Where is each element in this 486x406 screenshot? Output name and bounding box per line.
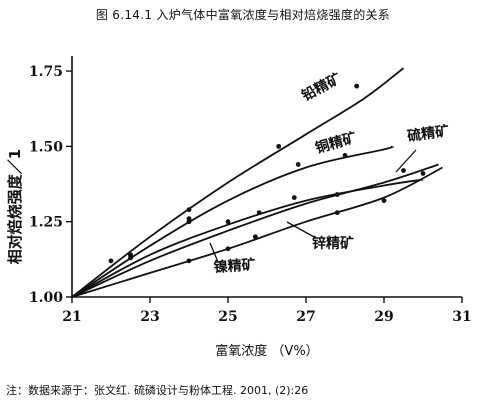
series-line-zinc xyxy=(71,178,424,298)
y-tick-label: 1.00 xyxy=(29,290,63,306)
series-line-copper xyxy=(71,145,394,298)
data-point-zinc xyxy=(186,219,192,225)
chart-series xyxy=(71,67,443,298)
leader-line-zinc xyxy=(286,221,317,239)
series-label-nickel: 镍精矿 xyxy=(213,256,256,276)
data-point-nickel xyxy=(252,234,258,240)
data-point-nickel xyxy=(334,210,340,216)
data-point-lead xyxy=(186,207,192,213)
data-point-sulfur xyxy=(291,195,297,200)
data-point-zinc xyxy=(334,192,340,197)
source-note: 注：数据来源于：张文红. 硫磷设计与粉体工程. 2001, (2):26 xyxy=(6,384,309,397)
series-line-nickel xyxy=(71,166,443,298)
x-axis-title: 富氧浓度 （V%） xyxy=(215,343,318,359)
series-label-zinc: 锌精矿 xyxy=(312,235,354,252)
x-tick-label: 25 xyxy=(218,309,237,325)
series-label-sulfur: 硫精矿 xyxy=(406,122,450,145)
series-label-lead: 铅精矿 xyxy=(298,70,344,105)
data-point-zinc xyxy=(128,252,133,258)
y-tick-label: 1.25 xyxy=(29,215,63,231)
series-label-leaders xyxy=(209,149,417,263)
x-tick-label: 23 xyxy=(140,309,159,325)
series-sulfur xyxy=(71,163,439,298)
series-line-sulfur xyxy=(71,163,439,298)
data-point-zinc xyxy=(256,210,262,216)
leader-line-sulfur xyxy=(395,149,417,173)
data-point-lead xyxy=(276,143,282,149)
data-point-lead xyxy=(354,83,360,89)
data-point-nickel xyxy=(225,246,231,252)
leader-line-nickel xyxy=(209,242,219,263)
data-point-sulfur xyxy=(225,219,231,225)
x-tick-label: 21 xyxy=(62,309,81,325)
data-point-sulfur xyxy=(401,168,406,173)
y-tick-label: 1.50 xyxy=(29,139,63,155)
x-tick-label: 29 xyxy=(374,309,393,325)
data-point-nickel xyxy=(381,198,387,204)
data-point-nickel xyxy=(420,171,426,176)
data-point-copper xyxy=(295,162,301,167)
data-point-nickel xyxy=(186,258,192,264)
x-tick-label: 31 xyxy=(452,309,471,325)
y-axis-title: 相对焙烧强度／1 xyxy=(6,149,24,264)
data-point-copper xyxy=(342,153,348,158)
series-line-lead xyxy=(71,67,405,298)
series-label-copper: 铜精矿 xyxy=(313,129,358,157)
chart-axes xyxy=(71,56,462,298)
series-zinc xyxy=(71,178,424,298)
y-tick-label: 1.75 xyxy=(29,64,63,80)
data-point-nickel xyxy=(108,258,114,264)
figure-title: 图 6.14.1 入炉气体中富氧浓度与相对焙烧强度的关系 xyxy=(95,8,391,22)
x-tick-label: 27 xyxy=(296,309,315,325)
chart-ticks: 21 23 25 27 29 31 1.00 1.25 1.50 1.75 xyxy=(29,64,472,325)
series-nickel xyxy=(71,166,443,298)
